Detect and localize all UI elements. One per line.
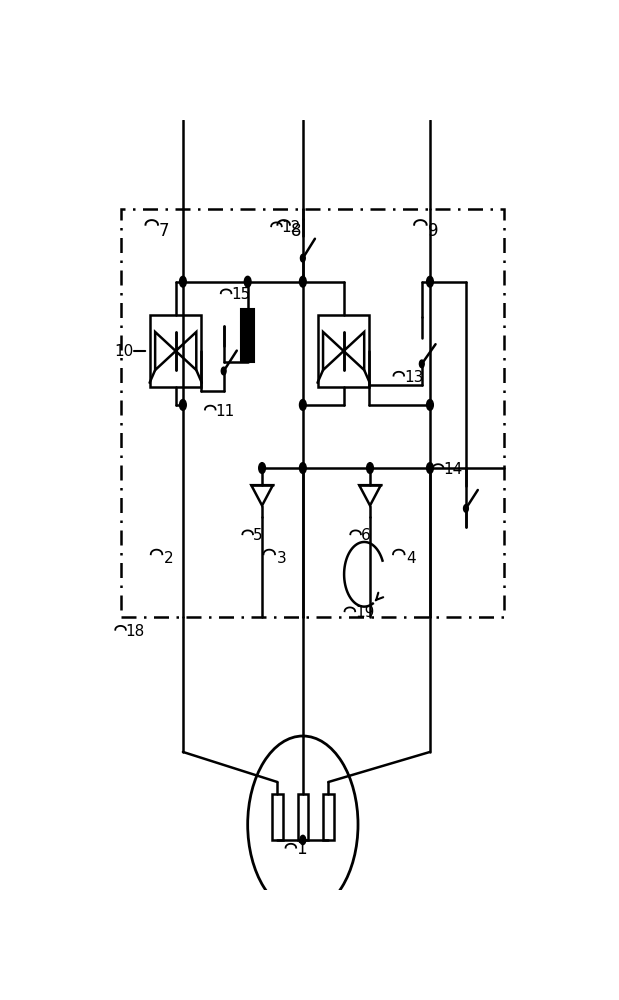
Text: 2: 2 (163, 551, 173, 566)
Circle shape (426, 276, 433, 287)
Circle shape (300, 463, 306, 473)
Bar (298, 794, 308, 840)
Text: 5: 5 (253, 528, 262, 543)
Text: 19: 19 (355, 605, 374, 620)
Text: 15: 15 (232, 287, 251, 302)
Text: 3: 3 (277, 551, 286, 566)
Text: 18: 18 (125, 624, 145, 639)
Circle shape (366, 463, 373, 473)
Text: 1: 1 (296, 840, 307, 858)
Text: 14: 14 (443, 462, 462, 477)
Circle shape (180, 276, 186, 287)
Circle shape (426, 400, 433, 410)
Bar (318, 315, 369, 387)
Bar (323, 794, 334, 840)
Text: 13: 13 (404, 370, 423, 385)
Bar (241, 309, 254, 362)
Circle shape (420, 360, 424, 368)
Circle shape (300, 835, 306, 845)
Circle shape (426, 463, 433, 473)
Circle shape (300, 276, 306, 287)
Text: 6: 6 (361, 528, 371, 543)
Text: 9: 9 (428, 222, 438, 240)
Text: 10: 10 (115, 344, 134, 359)
Circle shape (300, 254, 305, 262)
Circle shape (245, 276, 251, 287)
Circle shape (180, 400, 186, 410)
Text: 11: 11 (215, 404, 235, 419)
Text: 8: 8 (291, 222, 301, 240)
Text: 4: 4 (406, 551, 415, 566)
Bar (272, 794, 283, 840)
Circle shape (222, 367, 226, 375)
Circle shape (300, 400, 306, 410)
Circle shape (464, 505, 469, 512)
Bar (150, 315, 201, 387)
Circle shape (259, 463, 266, 473)
Text: 7: 7 (159, 222, 170, 240)
Text: 12: 12 (282, 220, 301, 235)
